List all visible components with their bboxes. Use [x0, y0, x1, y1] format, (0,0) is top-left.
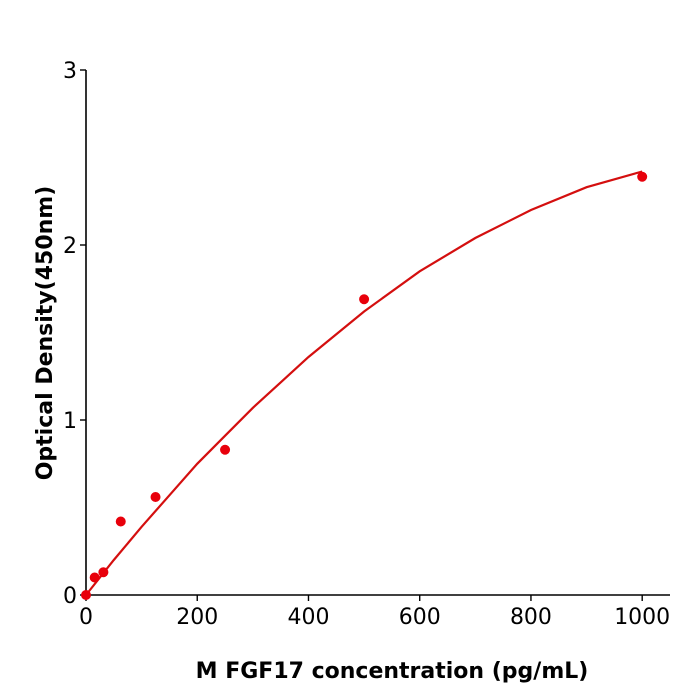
data-point	[81, 590, 91, 600]
axes: 0 200 400 600 800 1000 0 1 2 3	[63, 59, 670, 630]
x-tick-label: 200	[176, 605, 218, 630]
x-tick-label: 600	[399, 605, 441, 630]
x-tick-label: 800	[510, 605, 552, 630]
y-tick-label: 2	[63, 234, 77, 259]
data-point	[359, 294, 370, 305]
y-tick-label: 1	[63, 409, 77, 434]
x-tick-label: 0	[79, 605, 93, 630]
fit-curve	[85, 170, 643, 596]
y-axis-label: Optical Density(450nm)	[33, 186, 58, 481]
data-point	[637, 171, 648, 182]
y-tick-label: 0	[63, 584, 77, 609]
data-points	[81, 171, 648, 600]
data-point	[98, 567, 109, 578]
fit-curve-group	[85, 170, 643, 596]
data-point	[89, 572, 100, 583]
data-point	[150, 492, 161, 502]
x-tick-label: 1000	[614, 605, 670, 630]
x-tick-label: 400	[287, 605, 329, 630]
data-point	[220, 444, 231, 455]
y-tick-label: 3	[63, 59, 77, 84]
data-point	[115, 516, 126, 527]
x-axis-label: M FGF17 concentration (pg/mL)	[196, 659, 589, 684]
